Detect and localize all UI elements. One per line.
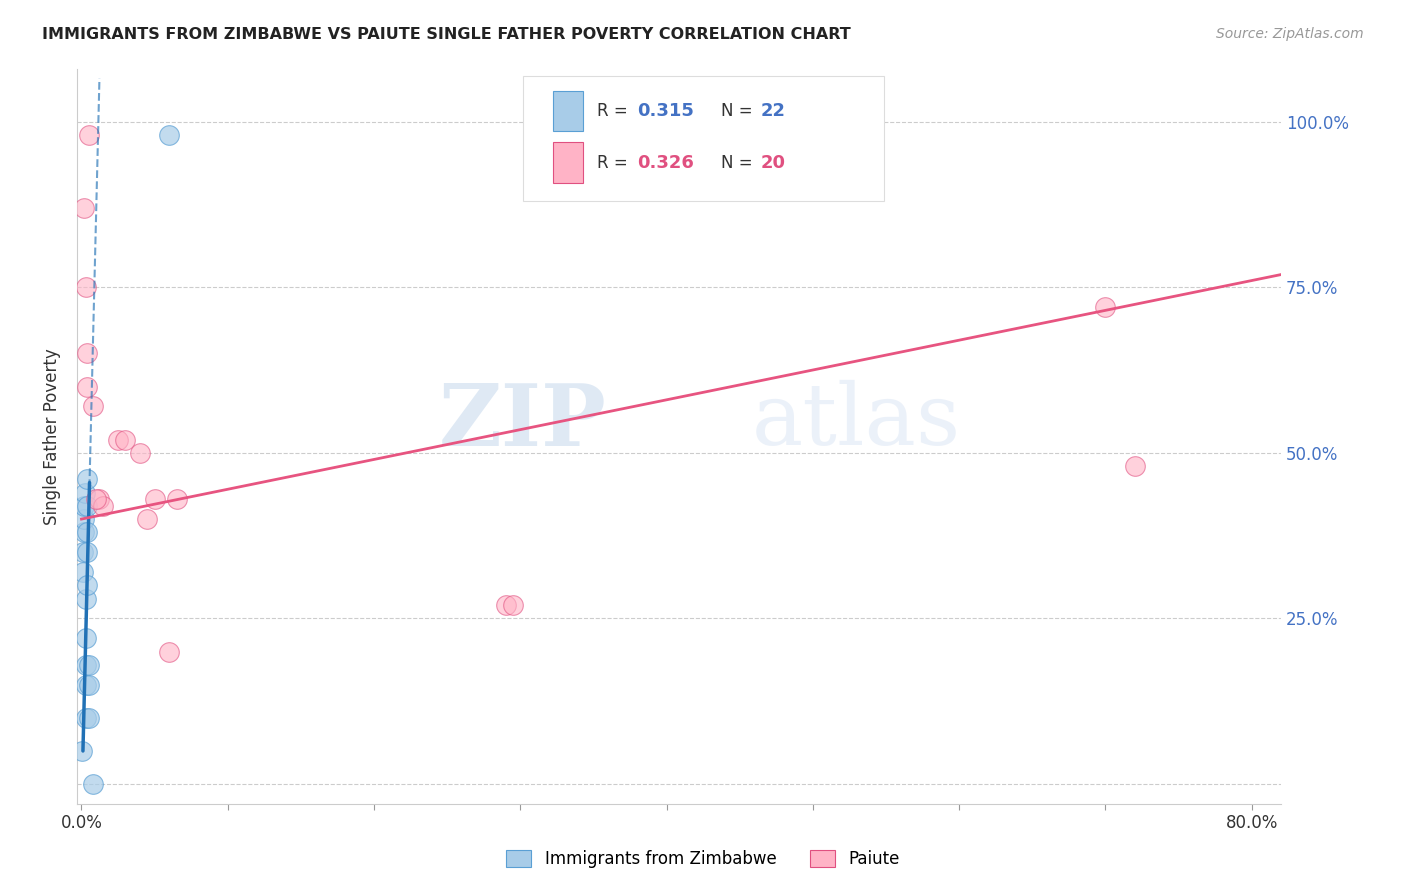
Text: 22: 22 <box>761 103 786 120</box>
Point <box>166 492 188 507</box>
FancyBboxPatch shape <box>523 76 884 201</box>
Legend: Immigrants from Zimbabwe, Paiute: Immigrants from Zimbabwe, Paiute <box>499 843 907 875</box>
Point <box>72 545 94 559</box>
Point <box>87 492 110 507</box>
Point <box>75 485 97 500</box>
Point <box>73 499 96 513</box>
Point <box>136 512 159 526</box>
Point <box>84 492 107 507</box>
Point <box>75 678 97 692</box>
Point <box>72 565 94 579</box>
Point <box>93 499 115 513</box>
Point <box>77 657 100 672</box>
Text: Source: ZipAtlas.com: Source: ZipAtlas.com <box>1216 27 1364 41</box>
Text: 0.315: 0.315 <box>637 103 693 120</box>
Point <box>73 525 96 540</box>
FancyBboxPatch shape <box>553 91 582 131</box>
Point <box>495 598 517 612</box>
Point <box>77 128 100 142</box>
Text: 0.326: 0.326 <box>637 153 693 171</box>
Text: IMMIGRANTS FROM ZIMBABWE VS PAIUTE SINGLE FATHER POVERTY CORRELATION CHART: IMMIGRANTS FROM ZIMBABWE VS PAIUTE SINGL… <box>42 27 851 42</box>
Point <box>76 472 98 486</box>
Text: ZIP: ZIP <box>439 379 607 464</box>
Point <box>157 644 180 658</box>
Point <box>82 400 104 414</box>
Point <box>75 591 97 606</box>
Point <box>75 657 97 672</box>
Point <box>77 711 100 725</box>
Point <box>73 512 96 526</box>
Text: R =: R = <box>598 103 633 120</box>
Point <box>114 433 136 447</box>
Point <box>76 545 98 559</box>
Point <box>70 744 93 758</box>
Point <box>1123 458 1146 473</box>
Text: N =: N = <box>721 153 758 171</box>
Point <box>75 711 97 725</box>
FancyBboxPatch shape <box>553 143 582 183</box>
Point <box>1094 300 1116 314</box>
Text: 20: 20 <box>761 153 786 171</box>
Point <box>73 201 96 215</box>
Text: R =: R = <box>598 153 633 171</box>
Point <box>75 280 97 294</box>
Point <box>157 128 180 142</box>
Point <box>76 525 98 540</box>
Point <box>76 346 98 360</box>
Point <box>129 446 152 460</box>
Point <box>76 578 98 592</box>
Y-axis label: Single Father Poverty: Single Father Poverty <box>44 348 60 524</box>
Point <box>75 632 97 646</box>
Point <box>143 492 166 507</box>
Point <box>82 777 104 791</box>
Text: atlas: atlas <box>751 380 960 463</box>
Point <box>107 433 129 447</box>
Point <box>76 499 98 513</box>
Point <box>502 598 524 612</box>
Text: N =: N = <box>721 103 758 120</box>
Point <box>77 678 100 692</box>
Point <box>76 379 98 393</box>
